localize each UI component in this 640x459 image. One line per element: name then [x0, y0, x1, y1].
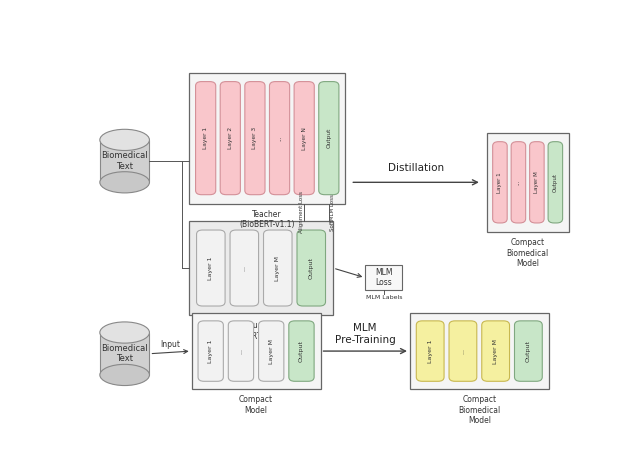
FancyBboxPatch shape — [228, 321, 253, 381]
FancyBboxPatch shape — [230, 230, 259, 306]
Text: ...: ... — [277, 135, 282, 141]
FancyBboxPatch shape — [482, 321, 509, 381]
Text: Layer M: Layer M — [493, 339, 498, 364]
FancyBboxPatch shape — [548, 142, 563, 223]
Ellipse shape — [100, 364, 150, 386]
Text: ...: ... — [242, 265, 247, 271]
FancyBboxPatch shape — [196, 82, 216, 195]
Text: Layer 1: Layer 1 — [428, 339, 433, 363]
Text: Student
(BERT-Like): Student (BERT-Like) — [239, 321, 282, 341]
Bar — [191, 313, 321, 389]
Text: Layer M: Layer M — [534, 172, 540, 193]
Text: Compact
Biomedical
Model: Compact Biomedical Model — [506, 238, 548, 268]
FancyBboxPatch shape — [319, 82, 339, 195]
Bar — [189, 73, 346, 203]
Text: Output: Output — [326, 128, 332, 148]
Ellipse shape — [100, 172, 150, 193]
Text: ...: ... — [516, 179, 521, 185]
Bar — [189, 221, 333, 315]
Text: Output: Output — [299, 340, 304, 362]
Text: Output: Output — [526, 340, 531, 362]
FancyBboxPatch shape — [245, 82, 265, 195]
Text: MLM
Loss: MLM Loss — [375, 268, 392, 287]
Text: Output: Output — [553, 173, 558, 192]
Text: Teacher
(BioBERT-v1.1): Teacher (BioBERT-v1.1) — [239, 210, 295, 230]
Text: Biomedical
Text: Biomedical Text — [101, 151, 148, 171]
Text: SoftMLM Loss: SoftMLM Loss — [330, 194, 335, 231]
Ellipse shape — [100, 129, 150, 151]
Text: ...: ... — [460, 348, 465, 354]
Text: Output: Output — [308, 257, 314, 279]
Ellipse shape — [100, 322, 150, 343]
FancyBboxPatch shape — [530, 142, 544, 223]
Bar — [410, 313, 548, 389]
Text: Layer 1: Layer 1 — [208, 339, 213, 363]
FancyBboxPatch shape — [220, 82, 241, 195]
Text: Biomedical
Text: Biomedical Text — [101, 344, 148, 364]
Text: Compact
Model: Compact Model — [239, 396, 273, 415]
FancyBboxPatch shape — [294, 82, 314, 195]
Text: Layer 3: Layer 3 — [252, 127, 257, 149]
Text: Layer M: Layer M — [275, 256, 280, 280]
Text: Distillation: Distillation — [388, 163, 444, 174]
Text: Alignment Loss: Alignment Loss — [300, 191, 304, 233]
FancyBboxPatch shape — [269, 82, 290, 195]
FancyBboxPatch shape — [515, 321, 542, 381]
FancyBboxPatch shape — [297, 230, 326, 306]
Text: MLM Labels: MLM Labels — [365, 296, 402, 300]
Bar — [486, 133, 568, 232]
Text: Layer 1: Layer 1 — [203, 127, 208, 149]
FancyBboxPatch shape — [289, 321, 314, 381]
Bar — [100, 140, 150, 182]
Text: MLM
Pre-Training: MLM Pre-Training — [335, 323, 396, 345]
FancyBboxPatch shape — [511, 142, 525, 223]
FancyBboxPatch shape — [416, 321, 444, 381]
Text: Layer 2: Layer 2 — [228, 127, 233, 149]
FancyBboxPatch shape — [493, 142, 507, 223]
FancyBboxPatch shape — [449, 321, 477, 381]
FancyBboxPatch shape — [198, 321, 223, 381]
Text: Layer 1: Layer 1 — [209, 256, 213, 280]
Text: ...: ... — [239, 348, 243, 354]
FancyBboxPatch shape — [259, 321, 284, 381]
Bar — [100, 332, 150, 375]
Text: Layer M: Layer M — [269, 339, 274, 364]
FancyBboxPatch shape — [264, 230, 292, 306]
FancyBboxPatch shape — [196, 230, 225, 306]
Text: Layer 1: Layer 1 — [497, 172, 502, 193]
Bar — [365, 265, 403, 290]
Text: Input: Input — [161, 341, 180, 349]
Text: Layer N: Layer N — [301, 127, 307, 150]
Text: Compact
Biomedical
Model: Compact Biomedical Model — [458, 396, 500, 425]
